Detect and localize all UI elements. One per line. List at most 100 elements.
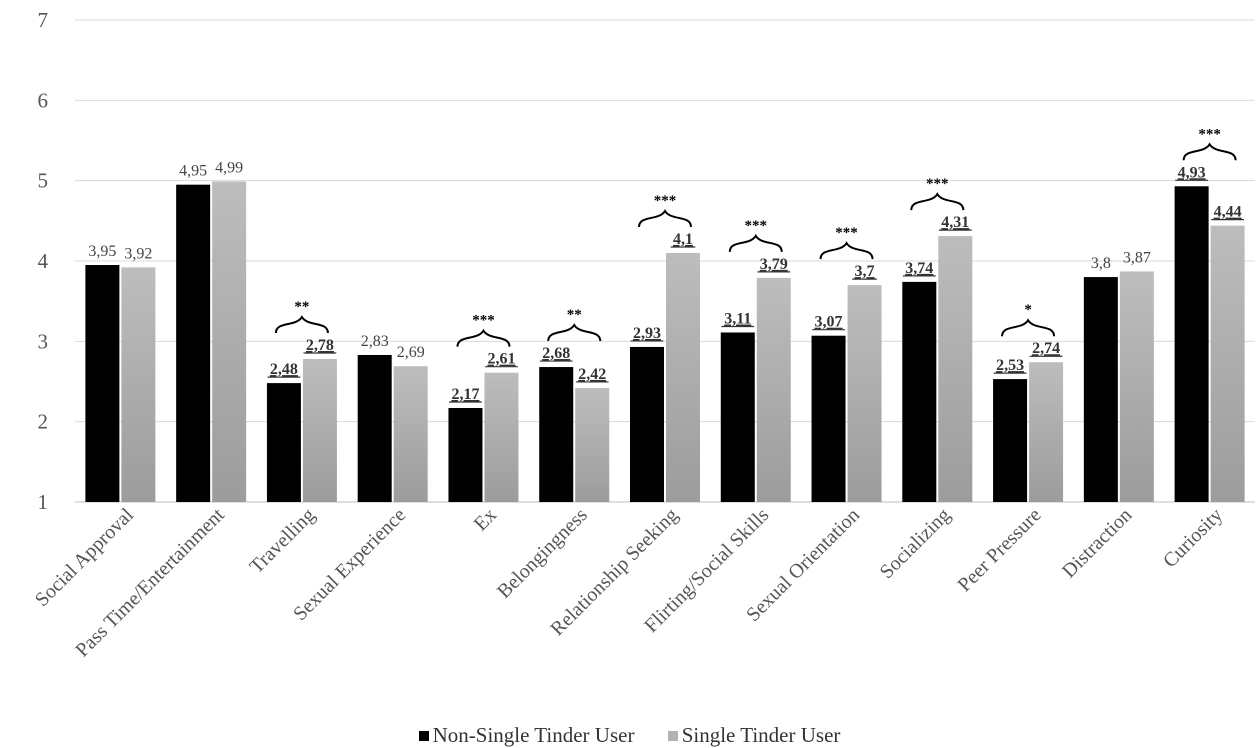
data-label: 4,44	[1214, 204, 1242, 221]
bar-single	[756, 277, 791, 502]
significance-stars: *	[1024, 302, 1032, 318]
data-label: 2,42	[578, 366, 606, 383]
legend-item-non-single: Non-Single Tinder User	[418, 723, 635, 748]
y-tick-label: 5	[38, 169, 49, 193]
bar-single	[1029, 362, 1064, 502]
data-label: 2,53	[996, 357, 1024, 374]
significance-brace	[819, 241, 874, 260]
bar-non-single	[630, 346, 664, 502]
y-tick-label: 6	[38, 88, 49, 112]
data-label: 2,68	[542, 345, 570, 362]
y-tick-label: 2	[38, 410, 49, 434]
gridlines	[75, 19, 1255, 503]
significance-brace	[638, 209, 692, 228]
significance-brace	[1001, 318, 1056, 337]
bar-single	[212, 181, 247, 502]
significance-stars: ***	[835, 225, 858, 241]
bar-non-single	[1174, 186, 1209, 503]
significance-stars: ***	[1198, 126, 1221, 142]
bar-non-single	[1083, 277, 1118, 502]
legend-label-non-single: Non-Single Tinder User	[432, 723, 635, 747]
x-tick-label: Travelling	[245, 504, 319, 578]
bar-non-single	[448, 408, 483, 502]
x-tick-label: Distraction	[1058, 504, 1136, 582]
bar-non-single	[993, 379, 1028, 502]
data-label: 4,1	[673, 231, 693, 248]
data-label: 3,79	[760, 256, 788, 273]
significance-stars: ***	[745, 218, 768, 234]
significance-brace	[1182, 142, 1237, 161]
x-tick-label: Peer Pressure	[953, 504, 1045, 596]
data-label: 3,07	[815, 314, 843, 331]
significance-stars: **	[294, 299, 309, 315]
data-labels: 3,95 3,92 4,95 4,99 2,48 2,78 2,83 2,69 2,17 2,61…	[88, 159, 1245, 403]
y-tick-label: 7	[38, 8, 49, 32]
bar-single	[1210, 225, 1245, 503]
bar-non-single	[811, 335, 846, 502]
legend-label-single: Single Tinder User	[681, 723, 841, 747]
bar-single	[484, 372, 519, 502]
data-label: 4,95	[179, 163, 207, 180]
bar-non-single	[720, 332, 755, 502]
data-label: 2,69	[397, 344, 425, 361]
data-label: 2,93	[633, 325, 661, 342]
y-tick-label: 1	[38, 490, 49, 514]
y-tick-label: 4	[38, 249, 49, 273]
bar-single	[938, 236, 973, 502]
data-label: 4,99	[215, 159, 243, 176]
significance-brace	[456, 328, 511, 347]
data-label: 2,17	[451, 386, 479, 403]
data-label: 3,8	[1091, 255, 1111, 272]
data-label: 3,95	[88, 243, 116, 260]
bar-non-single	[176, 184, 211, 502]
bar-non-single	[85, 265, 120, 502]
data-label: 2,83	[361, 333, 389, 350]
legend-swatch-single	[667, 731, 678, 741]
data-label: 2,78	[306, 337, 334, 354]
y-axis-ticks: 1 2 3 4 5 6 7	[38, 8, 49, 514]
data-label: 4,93	[1178, 164, 1206, 181]
bar-single	[302, 359, 337, 502]
bar-single	[121, 267, 156, 502]
x-tick-label: Curiosity	[1159, 504, 1227, 572]
y-tick-label: 3	[38, 329, 49, 353]
x-tick-label: Ex	[470, 504, 501, 535]
data-label: 2,61	[487, 351, 515, 368]
bar-non-single	[357, 354, 392, 502]
bar-single	[575, 387, 610, 502]
significance-stars: ***	[926, 176, 949, 192]
significance-markers: ***** ******** **********	[274, 126, 1237, 347]
bar-non-single	[539, 367, 574, 502]
legend: Non-Single Tinder User Single Tinder Use…	[0, 723, 1259, 748]
x-tick-label: Socializing	[876, 504, 955, 583]
data-label: 3,87	[1123, 249, 1151, 266]
significance-stars: **	[567, 307, 582, 323]
data-label: 4,31	[941, 214, 969, 231]
legend-swatch-non-single	[418, 731, 429, 741]
legend-item-single: Single Tinder User	[667, 723, 841, 748]
x-tick-label: Pass Time/Entertainment	[71, 504, 229, 662]
significance-brace	[547, 323, 602, 342]
significance-brace	[274, 315, 329, 334]
x-tick-label: Belongingness	[493, 504, 592, 603]
data-label: 3,7	[855, 263, 875, 280]
data-label: 3,92	[124, 245, 152, 262]
data-label: 2,74	[1032, 340, 1060, 357]
significance-brace	[910, 192, 965, 211]
bars	[85, 181, 1245, 503]
bar-single	[666, 252, 700, 502]
bar-single	[847, 285, 882, 502]
bar-single	[393, 366, 428, 502]
data-label: 3,74	[905, 260, 933, 277]
bar-single	[1119, 271, 1154, 502]
bar-non-single	[902, 281, 937, 502]
bar-non-single	[266, 383, 301, 502]
data-label: 3,11	[724, 310, 751, 327]
significance-stars: ***	[472, 313, 495, 329]
data-label: 2,48	[270, 361, 298, 378]
significance-brace	[728, 233, 783, 253]
significance-stars: ***	[654, 193, 677, 209]
